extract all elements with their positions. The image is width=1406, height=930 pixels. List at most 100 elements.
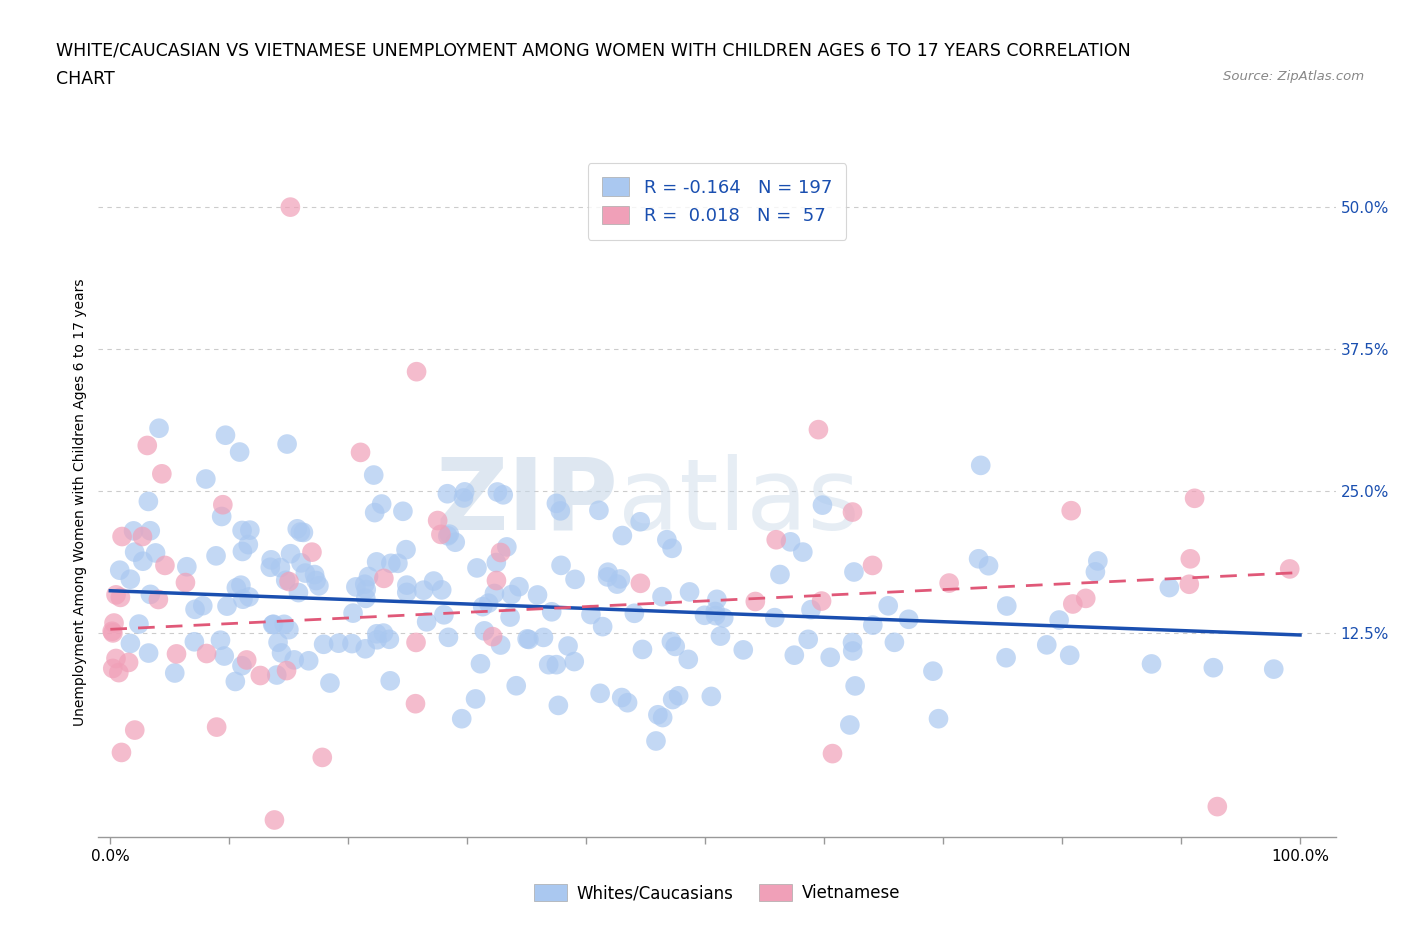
Point	[308, 578, 330, 593]
Point	[290, 555, 312, 570]
Point	[1062, 596, 1084, 611]
Point	[422, 574, 444, 589]
Point	[101, 661, 124, 676]
Point	[733, 643, 755, 658]
Point	[704, 604, 727, 618]
Point	[1140, 657, 1163, 671]
Point	[249, 668, 271, 683]
Point	[550, 503, 572, 518]
Point	[378, 631, 401, 646]
Point	[340, 636, 363, 651]
Point	[108, 665, 131, 680]
Point	[779, 535, 801, 550]
Point	[995, 650, 1018, 665]
Point	[395, 542, 418, 557]
Point	[139, 524, 162, 538]
Point	[995, 599, 1018, 614]
Point	[110, 590, 132, 604]
Point	[1184, 491, 1206, 506]
Point	[437, 630, 460, 644]
Point	[111, 529, 134, 544]
Point	[645, 734, 668, 749]
Point	[1159, 580, 1181, 595]
Point	[366, 632, 388, 647]
Point	[550, 558, 572, 573]
Point	[1278, 562, 1301, 577]
Point	[472, 623, 495, 638]
Point	[259, 560, 281, 575]
Point	[444, 535, 467, 550]
Point	[1263, 661, 1285, 676]
Text: Source: ZipAtlas.com: Source: ZipAtlas.com	[1223, 70, 1364, 83]
Point	[883, 635, 905, 650]
Point	[128, 617, 150, 631]
Point	[700, 689, 723, 704]
Point	[354, 582, 377, 597]
Point	[927, 711, 949, 726]
Point	[285, 522, 308, 537]
Point	[191, 598, 214, 613]
Point	[664, 639, 686, 654]
Point	[211, 509, 233, 524]
Point	[547, 698, 569, 713]
Point	[562, 654, 585, 669]
Point	[122, 524, 145, 538]
Point	[678, 584, 700, 599]
Point	[977, 558, 1000, 573]
Point	[501, 587, 523, 602]
Point	[526, 588, 548, 603]
Point	[205, 720, 228, 735]
Legend: Whites/Caucasians, Vietnamese: Whites/Caucasians, Vietnamese	[527, 878, 907, 909]
Point	[117, 655, 139, 670]
Point	[108, 563, 131, 578]
Point	[426, 513, 449, 528]
Point	[280, 200, 302, 215]
Point	[922, 664, 945, 679]
Point	[231, 658, 253, 673]
Point	[294, 565, 316, 580]
Point	[225, 580, 247, 595]
Point	[235, 653, 257, 668]
Point	[744, 594, 766, 609]
Point	[405, 635, 427, 650]
Point	[349, 445, 371, 459]
Point	[395, 585, 418, 600]
Point	[486, 485, 509, 499]
Point	[430, 582, 453, 597]
Point	[138, 494, 160, 509]
Point	[579, 607, 602, 622]
Point	[938, 576, 960, 591]
Point	[1060, 503, 1083, 518]
Point	[239, 523, 262, 538]
Point	[269, 560, 291, 575]
Point	[811, 498, 834, 512]
Point	[842, 565, 865, 579]
Point	[290, 525, 312, 539]
Point	[276, 663, 298, 678]
Point	[1087, 553, 1109, 568]
Text: WHITE/CAUCASIAN VS VIETNAMESE UNEMPLOYMENT AMONG WOMEN WITH CHILDREN AGES 6 TO 1: WHITE/CAUCASIAN VS VIETNAMESE UNEMPLOYME…	[56, 42, 1130, 60]
Point	[319, 675, 342, 690]
Point	[131, 529, 153, 544]
Point	[589, 686, 612, 701]
Point	[517, 632, 540, 647]
Point	[392, 504, 415, 519]
Point	[153, 558, 176, 573]
Point	[101, 626, 124, 641]
Point	[862, 618, 884, 632]
Point	[238, 590, 260, 604]
Point	[274, 573, 297, 588]
Point	[195, 646, 218, 661]
Point	[1084, 565, 1107, 579]
Point	[229, 578, 252, 592]
Point	[232, 591, 254, 606]
Point	[276, 436, 298, 451]
Point	[124, 723, 146, 737]
Point	[304, 567, 326, 582]
Point	[231, 544, 253, 559]
Point	[354, 642, 377, 657]
Point	[148, 420, 170, 435]
Point	[546, 496, 568, 511]
Point	[516, 631, 538, 646]
Point	[485, 555, 508, 570]
